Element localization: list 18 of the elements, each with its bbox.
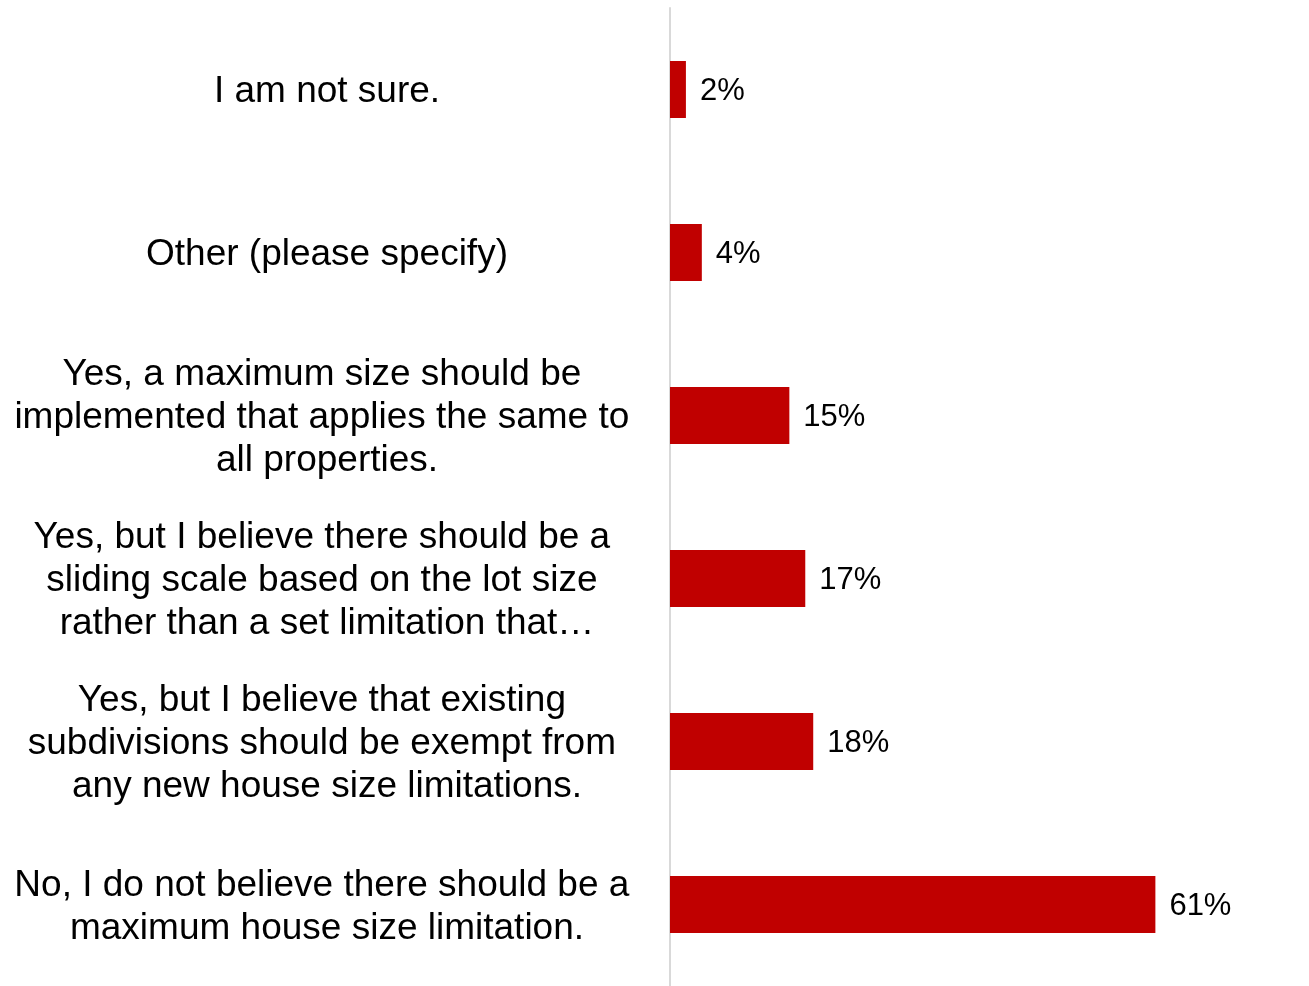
y-tick-label: Yes, a maximum size should be implemented that applies the same to all properties. xyxy=(14,352,640,479)
bar xyxy=(670,223,702,282)
y-tick-label: Yes, but I believe there should be a sliding scale based on the lot size rather than a set limitation that… xyxy=(33,515,621,642)
data-label: 15% xyxy=(803,398,866,433)
y-tick-label: I am not sure. xyxy=(213,69,441,110)
data-label: 17% xyxy=(819,561,882,596)
data-label: 4% xyxy=(715,235,761,270)
y-tick-label: Yes, but I believe that existing subdivisions should be exempt from any new house size limitations. xyxy=(27,678,627,805)
bar xyxy=(670,549,806,608)
bar xyxy=(670,60,686,119)
bar xyxy=(670,386,790,445)
data-label: 61% xyxy=(1169,887,1232,922)
y-tick-label: No, I do not believe there should be a maximum house size limitation. xyxy=(14,862,640,947)
data-label: 18% xyxy=(827,724,890,759)
bar xyxy=(670,875,1156,934)
data-label: 2% xyxy=(699,72,745,107)
y-tick-label: Other (please specify) xyxy=(146,232,508,273)
bar xyxy=(670,712,814,771)
